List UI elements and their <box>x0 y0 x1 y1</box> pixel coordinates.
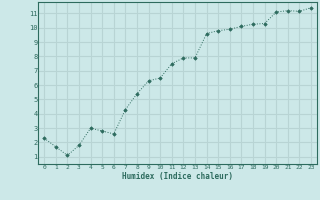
X-axis label: Humidex (Indice chaleur): Humidex (Indice chaleur) <box>122 172 233 181</box>
